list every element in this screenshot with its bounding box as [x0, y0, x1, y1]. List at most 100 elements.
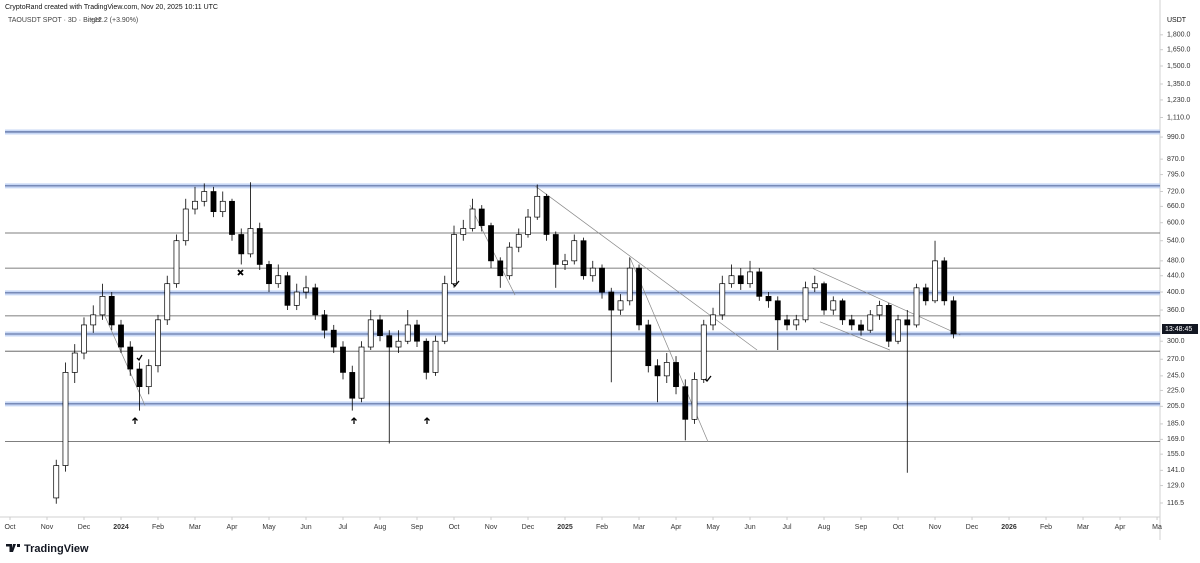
check-mark [452, 280, 460, 287]
candle-body [293, 291, 300, 306]
x-tick-label: Feb [152, 524, 164, 531]
x-tick-label: Aug [818, 524, 831, 531]
candle-body [543, 195, 550, 235]
candle-body [904, 319, 911, 326]
candle-body [155, 319, 161, 367]
candle-body [303, 287, 309, 293]
candle-body [802, 287, 809, 321]
candle-body [173, 240, 180, 285]
y-tick-label: 360.0 [1167, 307, 1185, 314]
candle-body [636, 267, 642, 326]
trend-line [99, 304, 146, 406]
y-tick-label: 600.0 [1167, 220, 1185, 227]
candle-body [358, 346, 365, 399]
candle-body [266, 264, 272, 285]
candle-body [497, 260, 504, 277]
arrow-up [424, 417, 430, 424]
candle-body [201, 191, 208, 202]
arrow-up [132, 417, 138, 424]
candle-body [756, 271, 763, 297]
candle-body [922, 287, 929, 302]
y-tick-label: 155.0 [1167, 451, 1185, 458]
y-tick-label: 1,110.0 [1167, 114, 1190, 121]
x-tick-label: Oct [5, 524, 16, 531]
candle-body [608, 291, 615, 311]
x-tick-label: Apr [1115, 524, 1127, 531]
brand-logo: TradingView [6, 543, 89, 555]
candle-body [710, 314, 716, 326]
candle-body [858, 324, 864, 331]
candle-body [432, 340, 439, 373]
candle-body [377, 319, 383, 336]
candle-body [136, 368, 143, 388]
candle-body [386, 335, 393, 348]
candle-body [284, 275, 291, 306]
y-tick-label: 270.0 [1167, 356, 1185, 363]
candle-body [821, 283, 827, 311]
candle-body [580, 240, 587, 277]
candle-body [876, 305, 883, 316]
x-tick-label: Nov [929, 524, 942, 531]
candle-body [784, 319, 790, 326]
x-tick-label: May [262, 524, 276, 531]
x-tick-label: Mar [633, 524, 646, 531]
x-tick-label: Dec [966, 524, 979, 531]
y-tick-label: 169.0 [1167, 436, 1185, 443]
axis-unit: USDT [1167, 17, 1187, 24]
candle-body [321, 314, 328, 331]
candle-body [774, 300, 781, 321]
x-tick-label: Apr [671, 524, 683, 531]
cross-mark [237, 269, 244, 276]
candle-body [441, 283, 448, 342]
x-tick-label: 2025 [557, 524, 573, 531]
trend-line [812, 267, 961, 336]
candle-body [238, 234, 245, 255]
y-tick-label: 129.0 [1167, 482, 1185, 489]
x-tick-label: Mar [189, 524, 202, 531]
candle-body [340, 346, 346, 373]
candle-body [349, 372, 356, 399]
trend-line [534, 185, 758, 351]
y-tick-label: 440.0 [1167, 273, 1185, 280]
y-tick-label: 540.0 [1167, 238, 1185, 245]
y-tick-label: 1,650.0 [1167, 47, 1190, 54]
y-tick-label: 870.0 [1167, 156, 1185, 163]
candle-body [460, 228, 467, 235]
y-tick-label: 245.0 [1167, 373, 1185, 380]
candle-body [765, 296, 772, 302]
candle-body [663, 362, 670, 377]
candle-body [950, 300, 957, 335]
candle-body [793, 319, 800, 326]
candle-body [848, 319, 855, 326]
candle-body [747, 271, 753, 285]
plot [5, 129, 1160, 504]
trend-line [819, 321, 891, 351]
candle-body [515, 234, 522, 248]
candle-body [210, 191, 217, 213]
candle-body [229, 200, 235, 235]
candle-body [451, 234, 457, 285]
candle-body [488, 225, 494, 262]
x-tick-label: May [706, 524, 720, 531]
countdown-tag [1162, 324, 1198, 334]
candle-body [118, 324, 124, 348]
price-change: +12.2 (+3.90%) [90, 17, 138, 24]
candle-body [626, 267, 633, 302]
check-mark [704, 375, 712, 382]
logo-icon [6, 544, 20, 552]
candle-body [404, 324, 411, 342]
y-tick-label: 141.0 [1167, 467, 1185, 474]
y-tick-label: 185.0 [1167, 421, 1185, 428]
candle-body [599, 267, 605, 293]
x-tick-label: Apr [227, 524, 239, 531]
candle-body [367, 319, 374, 348]
candle-body [737, 275, 744, 285]
candle-body [312, 287, 319, 316]
candle-body [571, 240, 578, 262]
candle-body [700, 324, 707, 380]
annotations [132, 269, 712, 424]
countdown: 13:48:45 [1165, 326, 1192, 333]
x-tick-label: Jun [300, 524, 311, 531]
candle-body [719, 283, 726, 316]
candle-body [395, 340, 402, 348]
